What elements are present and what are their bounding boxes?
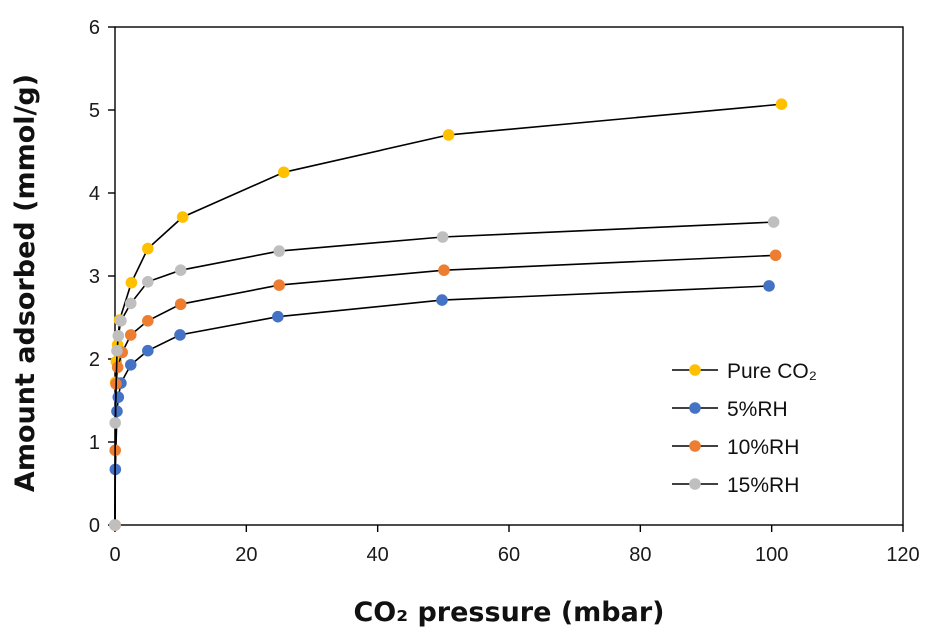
data-point bbox=[273, 279, 285, 291]
data-point bbox=[174, 329, 186, 341]
y-tick-label: 2 bbox=[89, 349, 100, 371]
legend-item: 10%RH bbox=[672, 436, 799, 459]
data-point bbox=[109, 417, 121, 429]
legend-item: 15%RH bbox=[672, 474, 799, 497]
data-point bbox=[442, 129, 455, 141]
data-point bbox=[109, 519, 121, 531]
data-point bbox=[112, 391, 125, 403]
data-point bbox=[176, 211, 189, 223]
data-point bbox=[142, 344, 154, 357]
legend-marker bbox=[689, 402, 701, 414]
x-tick-label: 60 bbox=[498, 544, 520, 566]
series-pure-co- bbox=[109, 98, 788, 531]
legend-item: 5%RH bbox=[672, 398, 788, 421]
data-point bbox=[436, 294, 448, 306]
data-point bbox=[174, 264, 187, 276]
series-15-rh bbox=[109, 216, 780, 531]
data-point bbox=[111, 361, 124, 374]
data-point bbox=[115, 315, 127, 327]
data-point bbox=[142, 276, 154, 288]
y-tick-label: 5 bbox=[89, 100, 100, 122]
data-point bbox=[767, 216, 780, 228]
x-tick-label: 0 bbox=[109, 544, 120, 566]
data-point bbox=[436, 231, 449, 243]
y-tick-label: 1 bbox=[89, 432, 100, 454]
data-point bbox=[111, 405, 123, 418]
data-point bbox=[769, 249, 782, 262]
x-tick-label: 100 bbox=[755, 544, 788, 566]
legend-label: 10%RH bbox=[727, 436, 799, 459]
data-point bbox=[124, 359, 137, 371]
data-point bbox=[273, 245, 285, 257]
legend-label: Pure CO₂ bbox=[727, 360, 817, 383]
y-axis-title: Amount adsorbed (mmol/g) bbox=[10, 74, 41, 492]
data-point bbox=[142, 242, 154, 255]
legend-label: 5%RH bbox=[727, 398, 788, 421]
series-line bbox=[114, 103, 782, 526]
legend-label: 15%RH bbox=[727, 474, 799, 497]
x-tick-label: 40 bbox=[367, 544, 389, 566]
data-point bbox=[775, 98, 788, 110]
series-10-rh bbox=[109, 249, 782, 531]
legend-marker bbox=[689, 440, 701, 452]
y-tick-label: 6 bbox=[89, 17, 100, 39]
legend-item: Pure CO₂ bbox=[672, 360, 817, 383]
data-point bbox=[112, 329, 125, 342]
legend-marker bbox=[689, 478, 701, 490]
data-point bbox=[124, 329, 137, 341]
data-point bbox=[125, 276, 138, 289]
data-point bbox=[277, 166, 290, 179]
y-tick-label: 0 bbox=[89, 515, 100, 537]
data-point bbox=[174, 298, 187, 311]
data-point bbox=[124, 297, 137, 310]
data-point bbox=[111, 344, 123, 357]
legend-marker bbox=[689, 364, 701, 376]
x-tick-label: 20 bbox=[235, 544, 257, 566]
x-tick-label: 120 bbox=[886, 544, 919, 566]
data-point bbox=[763, 280, 775, 292]
series-layer bbox=[109, 98, 788, 531]
series-line bbox=[114, 285, 770, 526]
x-axis-title: CO₂ pressure (mbar) bbox=[353, 597, 664, 628]
series-5-rh bbox=[109, 280, 775, 531]
y-tick-label: 4 bbox=[89, 183, 100, 205]
x-tick-label: 80 bbox=[629, 544, 651, 566]
data-point bbox=[272, 310, 284, 323]
data-point bbox=[142, 315, 154, 327]
legend: Pure CO₂ 5%RH 10%RH 15%RH bbox=[672, 360, 817, 497]
y-tick-label: 3 bbox=[89, 266, 100, 288]
data-point bbox=[438, 264, 450, 276]
